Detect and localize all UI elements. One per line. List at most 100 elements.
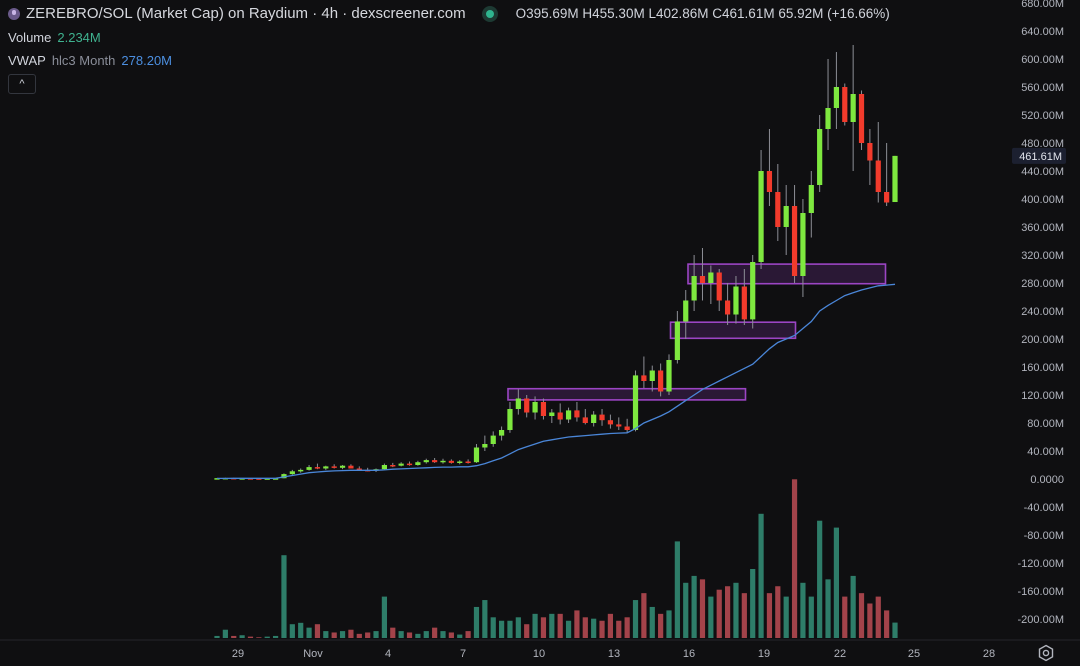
volume-bar <box>532 613 538 638</box>
candle-body <box>256 478 262 480</box>
candle-body <box>565 410 572 420</box>
candle-body <box>390 465 396 467</box>
vwap-legend[interactable]: VWAP hlc3 Month 278.20M <box>8 53 172 68</box>
price-tick-label: 200.00M <box>1021 334 1064 346</box>
candle-body <box>884 192 890 203</box>
volume-bar <box>398 631 404 638</box>
volume-bar <box>498 620 505 638</box>
candle-body <box>507 409 513 430</box>
candle-body <box>750 262 756 320</box>
candle-body <box>289 471 295 475</box>
candle-body <box>457 461 463 463</box>
collapse-legend-button[interactable]: ^ <box>8 74 36 94</box>
candle-body <box>825 108 831 129</box>
volume-bar <box>348 629 354 638</box>
candle-body <box>549 412 555 416</box>
vwap-line <box>217 283 896 480</box>
volume-bar <box>565 620 572 638</box>
ohlc-change: 65.92M (+16.66%) <box>778 6 890 21</box>
candle-body <box>281 474 287 479</box>
volume-bar <box>632 600 639 638</box>
candle-body <box>381 465 388 470</box>
price-axis[interactable]: 680.00M 640.00M 600.00M 560.00M 520.00M 480.0… <box>1012 0 1066 626</box>
chart-title-row: ZEREBRO/SOL (Market Cap) on Raydium · 4h… <box>8 5 890 22</box>
candle-body <box>306 467 312 470</box>
volume-bar <box>850 575 856 638</box>
price-tick-label: -200.00M <box>1018 614 1064 626</box>
volume-bar <box>272 635 279 638</box>
volume-bar <box>339 631 346 638</box>
candle-body <box>498 430 505 436</box>
volume-bar <box>783 596 789 638</box>
candle-body <box>616 424 622 427</box>
candle-body <box>800 213 806 276</box>
volume-bar <box>582 617 588 638</box>
time-axis[interactable]: 29 Nov 4 7 10 13 16 19 22 25 28 <box>232 648 995 660</box>
volume-bar <box>741 593 747 638</box>
volume-bar <box>323 631 329 638</box>
candle-body <box>666 360 672 392</box>
time-tick-label: Nov <box>303 648 323 660</box>
volume-bar <box>716 589 722 638</box>
time-tick-label: 13 <box>608 648 620 660</box>
price-tick-label: 360.00M <box>1021 222 1064 234</box>
candle-body <box>264 478 270 480</box>
volume-bar <box>791 479 798 638</box>
volume-bar <box>641 593 647 638</box>
candle-body <box>641 375 647 381</box>
price-tick-label: -80.00M <box>1024 530 1064 542</box>
price-tick-label: 640.00M <box>1021 26 1064 38</box>
ohlc-open: O395.69M <box>515 6 579 21</box>
chevron-up-icon: ^ <box>19 78 25 90</box>
volume-bar <box>599 620 605 638</box>
volume-bar <box>432 627 438 638</box>
candle-body <box>448 460 454 463</box>
candle-body <box>808 185 814 213</box>
candle-body <box>674 321 680 360</box>
price-tick-label: 680.00M <box>1021 0 1064 10</box>
volume-bar <box>448 632 454 638</box>
candle-body <box>582 417 588 423</box>
candle-body <box>323 466 329 469</box>
candle-body <box>741 286 747 320</box>
price-tick-label: 80.00M <box>1027 418 1064 430</box>
ohlc-readout: O395.69M H455.30M L402.86M C461.61M 65.9… <box>516 6 890 21</box>
volume-bar <box>658 613 664 638</box>
volume-bar <box>591 618 597 638</box>
volume-bar <box>289 624 295 638</box>
candle-body <box>599 414 605 421</box>
candle-body <box>658 370 664 392</box>
candle-body <box>272 478 279 480</box>
candle-body <box>708 272 714 283</box>
candle-body <box>699 276 706 283</box>
volume-bar <box>867 603 873 638</box>
price-tick-label: 240.00M <box>1021 306 1064 318</box>
volume-bar <box>808 596 814 638</box>
market-status-icon <box>481 5 498 22</box>
candle-body <box>524 398 530 413</box>
volume-bar <box>356 633 362 638</box>
volume-value: 2.234M <box>57 30 101 45</box>
candle-body <box>406 463 413 466</box>
volume-bar <box>314 624 321 638</box>
zone-rectangle <box>687 263 887 285</box>
volume-bar <box>549 613 555 638</box>
price-tick-label: 40.00M <box>1027 446 1064 458</box>
volume-bar <box>507 620 513 638</box>
candle-body <box>850 94 856 122</box>
candle-body <box>515 398 521 409</box>
gear-icon[interactable] <box>1037 644 1055 662</box>
volume-bar <box>817 520 823 638</box>
price-tick-label: 160.00M <box>1021 362 1064 374</box>
volume-legend[interactable]: Volume 2.234M <box>8 30 101 45</box>
vwap-value: 278.20M <box>121 53 172 68</box>
price-tick-label: -160.00M <box>1018 586 1064 598</box>
volume-bar <box>365 632 371 638</box>
candle-body <box>574 410 580 418</box>
zone-rectangle <box>507 387 747 401</box>
candle-body <box>591 414 597 423</box>
price-tick-label: 600.00M <box>1021 54 1064 66</box>
volume-bar <box>691 575 697 638</box>
volume-bar <box>473 606 480 638</box>
